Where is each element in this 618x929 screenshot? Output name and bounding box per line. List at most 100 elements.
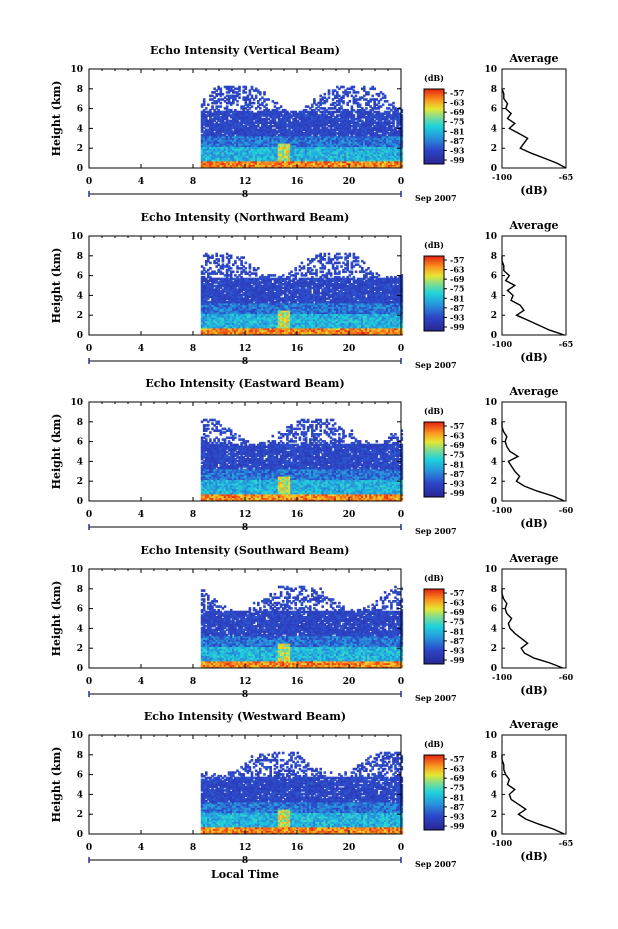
heatmap-cell [315,133,318,137]
heatmap-cell [200,114,204,117]
heatmap-cell [385,132,389,135]
heatmap-cell [390,130,393,133]
heatmap-cell [352,132,356,135]
heatmap-cell [234,142,237,146]
heatmap-cell [356,132,360,135]
heatmap-cell [223,144,227,148]
heatmap-cell [238,124,241,128]
heatmap-cell [331,164,335,167]
heatmap-cell [311,103,314,107]
heatmap-cell [304,160,308,164]
heatmap-cell [202,119,206,123]
heatmap-cell [396,141,399,144]
heatmap-cell [323,101,327,105]
heatmap-cell [358,141,362,144]
heatmap-cell [371,98,374,101]
heatmap-cell [263,133,266,137]
heatmap-cell [325,165,329,169]
heatmap-cell [367,155,370,158]
heatmap-cell [348,141,352,144]
heatmap-cell [340,160,343,164]
heatmap-cell [381,139,385,142]
heatmap-cell [286,139,289,142]
heatmap-cell [302,126,306,130]
heatmap-cell [238,155,241,158]
heatmap-cell [294,137,297,140]
heatmap-cell [331,162,335,165]
heatmap-cell [331,149,335,153]
heatmap-cell [215,318,218,322]
heatmap-cell [311,105,314,108]
heatmap-cell [273,137,277,140]
heatmap-cell [377,119,381,123]
heatmap-cell [292,158,295,162]
heatmap-cell [294,165,297,169]
heatmap-cell [211,158,214,162]
heatmap-cell [246,137,250,140]
heatmap-cell [236,116,239,119]
heatmap-cell [342,121,345,124]
heatmap-cell [398,153,401,156]
heatmap-cell [259,126,262,130]
heatmap-cell [232,110,235,114]
heatmap-cell [263,164,266,167]
heatmap-cell [219,133,223,137]
heatmap-cell [275,123,279,126]
heatmap-cell [331,135,335,139]
heatmap-cell [229,121,233,124]
heatmap-cell [348,116,352,119]
heatmap-cell [236,133,239,137]
colorbar-step [424,157,444,160]
heatmap-cell [327,135,331,139]
heatmap-cell [361,132,364,135]
heatmap-cell [202,300,206,304]
heatmap-cell [369,162,372,165]
heatmap-cell [205,142,208,146]
heatmap-cell [236,158,239,162]
heatmap-cell [327,128,331,132]
heatmap-cell [331,89,335,92]
heatmap-cell [311,139,314,142]
heatmap-cell [273,146,277,149]
heatmap-cell [207,297,210,300]
heatmap-cell [225,141,229,144]
heatmap-cell [232,164,235,167]
heatmap-cell [294,162,297,165]
heatmap-cell [373,160,376,164]
heatmap-cell [254,133,258,137]
heatmap-cell [361,148,364,151]
heatmap-cell [358,144,362,148]
heatmap-cell [252,157,256,160]
heatmap-cell [211,149,214,153]
heatmap-cell [398,146,401,149]
heatmap-cell [336,132,339,135]
heatmap-cell [242,256,245,259]
heatmap-cell [392,160,395,164]
heatmap-cell [207,329,210,332]
heatmap-cell [342,117,345,121]
heatmap-cell [275,110,279,114]
heatmap-cell [284,158,287,162]
heatmap-cell [323,155,327,158]
heatmap-cell [209,284,212,288]
heatmap-cell [284,165,287,169]
heatmap-cell [232,123,235,126]
heatmap-cell [381,114,385,117]
heatmap-cell [327,142,331,146]
heatmap-cell [265,132,268,135]
heatmap-cell [273,133,277,137]
heatmap-cell [213,110,216,114]
heatmap-cell [392,119,395,123]
heatmap-cell [229,267,233,270]
heatmap-cell [325,146,329,149]
heatmap-cell [367,158,370,162]
heatmap-cell [232,137,235,140]
heatmap-cell [246,117,250,121]
heatmap-cell [313,146,316,149]
heatmap-cell [217,158,220,162]
heatmap-cell [213,151,216,155]
heatmap-cell [215,151,218,155]
heatmap-cell [392,157,395,160]
heatmap-cell [365,153,368,156]
heatmap-cell [329,142,333,146]
